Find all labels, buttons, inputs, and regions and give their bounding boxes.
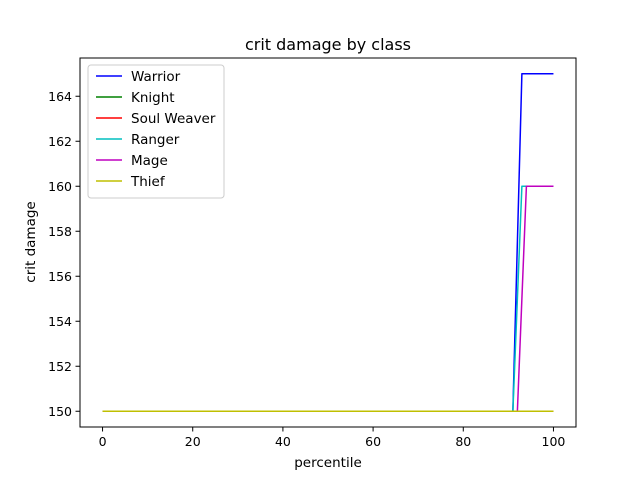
legend-label: Mage — [131, 153, 168, 169]
y-tick-label: 158 — [48, 224, 72, 239]
x-tick-label: 20 — [185, 434, 201, 449]
chart-title: crit damage by class — [245, 35, 411, 54]
legend: Warrior Knight Soul Weaver Ranger Mage Thief — [87, 64, 225, 199]
y-tick-label: 150 — [48, 404, 72, 419]
y-tick-label: 156 — [48, 269, 72, 284]
x-tick-label: 0 — [99, 434, 107, 449]
y-tick-label: 164 — [48, 89, 72, 104]
legend-label: Knight — [131, 90, 175, 106]
series-line-mage — [102, 185, 554, 412]
series-lines — [102, 73, 554, 412]
series-line-ranger — [102, 185, 554, 412]
legend-label: Ranger — [131, 132, 180, 148]
legend-label: Thief — [130, 174, 166, 190]
x-tick-label: 60 — [365, 434, 381, 449]
y-tick-label: 152 — [48, 359, 72, 374]
y-tick-label: 154 — [48, 314, 72, 329]
axes-frame — [79, 57, 577, 428]
y-tick-label: 160 — [48, 179, 72, 194]
legend-box — [87, 64, 225, 199]
x-tick-label: 40 — [275, 434, 291, 449]
x-tick-label: 100 — [542, 434, 566, 449]
x-axis-label: percentile — [294, 455, 362, 471]
x-tick-label: 80 — [455, 434, 471, 449]
y-axis-label: crit damage — [23, 201, 39, 282]
legend-label: Soul Weaver — [131, 111, 216, 127]
y-tick-label: 162 — [48, 134, 72, 149]
y-axis: 150 152 154 156 158 160 162 164 — [48, 89, 80, 419]
x-axis: 0 20 40 60 80 100 — [99, 427, 566, 449]
legend-label: Warrior — [131, 69, 181, 85]
